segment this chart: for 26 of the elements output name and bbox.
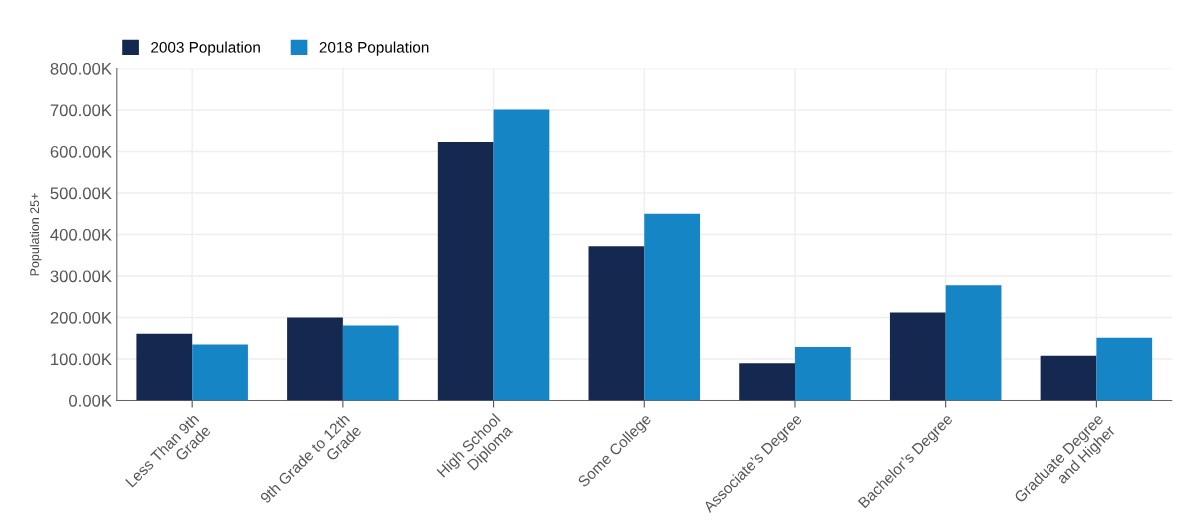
bar (1040, 355, 1097, 401)
y-tick-label: 700.00K (50, 104, 112, 117)
y-tick-label: 100.00K (51, 353, 112, 366)
legend-label: 2003 Population (151, 41, 260, 56)
bar (794, 346, 851, 401)
y-tick-label: 300.00K (50, 270, 112, 283)
bar (1096, 337, 1153, 401)
y-tick-label: 500.00K (50, 187, 112, 200)
legend-label: 2018 Population (319, 41, 429, 56)
y-tick-label: 200.00K (50, 311, 112, 324)
bar (739, 363, 795, 401)
y-tick-label: 800.00K (50, 62, 112, 75)
bar (588, 246, 645, 401)
bar (493, 109, 550, 401)
bar (437, 141, 494, 401)
bar (287, 317, 343, 401)
bar (136, 333, 193, 401)
y-tick-label: 0.00K (69, 394, 112, 407)
bar (192, 344, 248, 401)
bar (889, 312, 946, 401)
y-axis-title: Population 25+ (29, 193, 42, 276)
bar (644, 213, 701, 401)
bar (342, 325, 399, 401)
y-tick-label: 400.00K (50, 228, 112, 241)
y-tick-label: 600.00K (50, 145, 112, 158)
bar (945, 285, 1002, 401)
